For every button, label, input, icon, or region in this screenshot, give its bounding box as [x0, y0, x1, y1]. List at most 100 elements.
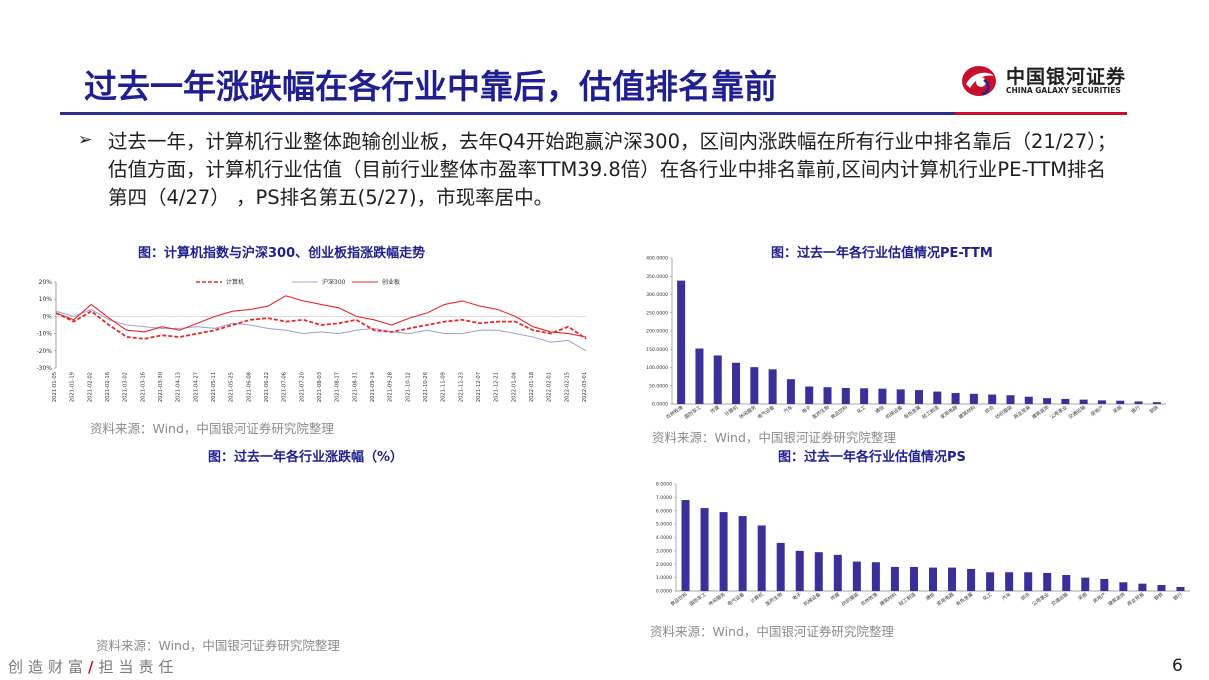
- x-tick-label: 计算机: [723, 404, 739, 418]
- x-tick-label: 商业贸易: [1012, 404, 1032, 421]
- bar: [1081, 577, 1090, 591]
- x-tick-label: 2021-08-03: [317, 372, 323, 402]
- x-tick-label: 电子: [800, 404, 812, 415]
- bar: [1024, 572, 1033, 591]
- title-divider-red: [955, 112, 1127, 115]
- page-number: 6: [1172, 656, 1183, 676]
- bar: [814, 552, 823, 591]
- bar: [933, 391, 942, 404]
- x-tick-label: 化工: [981, 591, 993, 602]
- series-line-2: [55, 295, 587, 338]
- x-tick-label: 机械设备: [884, 404, 904, 421]
- x-tick-label: 2022-01-04: [511, 371, 517, 402]
- x-tick-label: 交通运输: [1067, 404, 1087, 421]
- return-chart-title: 图：过去一年各行业涨跌幅（%）: [208, 450, 404, 465]
- bar: [750, 367, 759, 404]
- logo-name-cn: 中国银河证券: [1006, 66, 1127, 88]
- x-tick-label: 机械设备: [802, 591, 822, 608]
- x-tick-label: 银行: [1130, 404, 1142, 415]
- arrow-bullet-icon: ➢: [78, 130, 93, 150]
- y-tick-label: 400.0000: [646, 256, 668, 262]
- x-tick-label: 银行: [1172, 591, 1184, 602]
- title-divider-blue: [60, 112, 955, 115]
- x-tick-label: 通信: [924, 591, 936, 602]
- legend-label: 沪深300: [322, 278, 346, 286]
- x-tick-label: 2021-06-08: [246, 372, 252, 402]
- x-tick-label: 2021-02-16: [105, 372, 111, 402]
- x-tick-label: 休闲服务: [738, 404, 758, 421]
- y-tick-label: -10%: [36, 331, 52, 338]
- bar: [695, 348, 704, 404]
- logo-name-en: CHINA GALAXY SECURITIES: [1006, 86, 1121, 95]
- y-tick-label: 20%: [39, 279, 53, 286]
- x-tick-label: 有色金属: [902, 404, 922, 421]
- y-tick-label: -30%: [36, 365, 52, 372]
- x-tick-label: 食品饮料: [829, 404, 849, 421]
- y-tick-label: 50.0000: [649, 383, 668, 389]
- x-tick-label: 汽车: [1000, 591, 1012, 602]
- bar: [719, 512, 728, 591]
- y-tick-label: 6.0000: [656, 508, 672, 514]
- x-tick-label: 传媒: [709, 404, 721, 415]
- y-tick-label: 4.0000: [656, 535, 672, 541]
- slide-title: 过去一年涨跌幅在各行业中靠后，估值排名靠前: [84, 67, 777, 106]
- y-tick-label: 350.0000: [646, 274, 668, 280]
- x-tick-label: 2022-01-18: [529, 372, 535, 402]
- x-tick-label: 公用事业: [1049, 404, 1069, 421]
- footer-slogan-slash: /: [88, 658, 99, 676]
- x-tick-label: 采掘: [1077, 591, 1089, 602]
- bar: [833, 554, 842, 591]
- bar: [1005, 572, 1014, 591]
- x-tick-label: 2022-02-01: [547, 372, 553, 402]
- legend-label: 计算机: [226, 278, 244, 286]
- x-tick-label: 2021-10-26: [423, 372, 429, 402]
- x-tick-label: 2021-01-19: [70, 372, 76, 402]
- y-tick-label: 250.0000: [646, 310, 668, 316]
- y-tick-label: 3.0000: [656, 548, 672, 554]
- bar: [1097, 400, 1106, 404]
- x-tick-label: 采掘: [1112, 404, 1124, 415]
- x-tick-label: 家用电器: [939, 404, 959, 421]
- x-tick-label: 2021-10-12: [405, 372, 411, 402]
- x-tick-label: 建筑材料: [878, 591, 898, 608]
- y-tick-label: 10%: [39, 296, 53, 303]
- bar: [896, 389, 905, 404]
- x-tick-label: 2021-01-05: [52, 372, 58, 402]
- y-tick-label: 8.0000: [656, 482, 672, 488]
- y-tick-label: 5.0000: [656, 522, 672, 528]
- x-tick-label: 计算机: [749, 591, 765, 605]
- bar: [1061, 398, 1070, 404]
- bar: [909, 566, 918, 591]
- x-tick-label: 建筑装饰: [1107, 591, 1127, 608]
- bar: [795, 550, 804, 591]
- pe-chart-source: 资料来源：Wind，中国银河证券研究院整理: [652, 430, 896, 445]
- summary-text: 过去一年，计算机行业整体跑输创业板，去年Q4开始跑赢沪深300，区间内涨跌幅在所…: [108, 130, 1117, 209]
- x-tick-label: 2021-08-17: [335, 372, 341, 402]
- bar: [1062, 574, 1071, 591]
- bar: [860, 388, 869, 404]
- x-tick-label: 2021-04-13: [176, 372, 182, 402]
- bar: [823, 387, 832, 404]
- y-tick-label: -20%: [36, 348, 52, 355]
- x-tick-label: 商业贸易: [1126, 591, 1146, 608]
- ps-bar-chart: 8.0000 7.0000 6.0000 5.0000 4.0000 3.0000 2.00…: [656, 482, 1190, 608]
- footer-slogan-right: 担当责任: [98, 658, 179, 676]
- return-chart-source: 资料来源：Wind，中国银河证券研究院整理: [96, 638, 340, 653]
- y-tick-label: 1.0000: [656, 575, 672, 581]
- x-tick-label: 房地产: [1092, 591, 1108, 605]
- x-tick-label: 2021-11-09: [441, 372, 447, 402]
- x-tick-label: 2021-04-27: [193, 372, 199, 402]
- bar: [969, 393, 978, 404]
- footer-slogan: 创造财富/担当责任: [8, 656, 179, 677]
- x-tick-label: 2021-05-25: [229, 372, 235, 402]
- x-tick-label: 钢铁: [1148, 404, 1160, 415]
- bar: [1138, 583, 1147, 591]
- bar: [1043, 572, 1052, 591]
- bar: [1157, 584, 1166, 591]
- bar: [1043, 398, 1052, 404]
- y-tick-label: 0%: [42, 313, 52, 320]
- x-tick-label: 2021-03-02: [123, 372, 129, 402]
- bar: [713, 355, 722, 404]
- bar: [986, 572, 995, 591]
- x-tick-label: 医药生物: [811, 404, 831, 421]
